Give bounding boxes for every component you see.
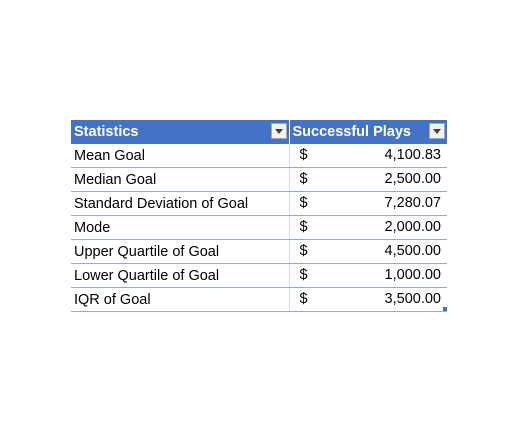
table-row: Mean Goal $ 4,100.83 bbox=[71, 144, 447, 168]
table-row: IQR of Goal $ 3,500.00 bbox=[71, 287, 447, 312]
header-successful-plays-label: Successful Plays bbox=[292, 124, 412, 140]
row-value-cell[interactable]: $ 4,100.83 bbox=[289, 144, 447, 168]
header-statistics-label: Statistics bbox=[74, 124, 139, 140]
amount-value: 7,280.07 bbox=[384, 195, 441, 211]
row-label-cell[interactable]: Mode bbox=[71, 215, 290, 240]
amount-value: 4,100.83 bbox=[384, 147, 441, 163]
currency-symbol: $ bbox=[299, 195, 308, 211]
currency-symbol: $ bbox=[299, 267, 308, 283]
amount-value: 1,000.00 bbox=[384, 267, 441, 283]
amount-value: 4,500.00 bbox=[384, 243, 441, 259]
header-successful-plays: Successful Plays bbox=[289, 120, 447, 144]
statistics-table: Statistics Successful Plays Mean Goal $ bbox=[71, 120, 447, 312]
row-value-cell[interactable]: $ 1,000.00 bbox=[289, 263, 447, 288]
currency-symbol: $ bbox=[299, 219, 308, 235]
row-value-cell[interactable]: $ 7,280.07 bbox=[289, 191, 447, 216]
table-row: Lower Quartile of Goal $ 1,000.00 bbox=[71, 263, 447, 288]
row-label-cell[interactable]: Mean Goal bbox=[71, 144, 290, 168]
row-label-cell[interactable]: Standard Deviation of Goal bbox=[71, 191, 290, 216]
header-row: Statistics Successful Plays bbox=[71, 120, 447, 144]
amount-value: 3,500.00 bbox=[384, 291, 441, 307]
row-label-cell[interactable]: IQR of Goal bbox=[71, 287, 290, 312]
table-row: Mode $ 2,000.00 bbox=[71, 215, 447, 240]
row-value-cell[interactable]: $ 2,000.00 bbox=[289, 215, 447, 240]
currency-symbol: $ bbox=[299, 171, 308, 187]
dropdown-arrow-icon bbox=[433, 128, 441, 134]
currency-symbol: $ bbox=[299, 147, 308, 163]
row-value-cell[interactable]: $ 3,500.00 bbox=[289, 287, 447, 312]
header-statistics: Statistics bbox=[71, 120, 290, 144]
table-resize-handle[interactable] bbox=[443, 307, 447, 311]
filter-dropdown-statistics[interactable] bbox=[270, 123, 287, 139]
table-row: Median Goal $ 2,500.00 bbox=[71, 167, 447, 192]
currency-symbol: $ bbox=[299, 291, 308, 307]
row-label-cell[interactable]: Median Goal bbox=[71, 167, 290, 192]
row-value-cell[interactable]: $ 4,500.00 bbox=[289, 239, 447, 264]
statistics-table-container: Statistics Successful Plays Mean Goal $ bbox=[71, 120, 447, 312]
amount-value: 2,500.00 bbox=[384, 171, 441, 187]
row-label-cell[interactable]: Upper Quartile of Goal bbox=[71, 239, 290, 264]
amount-value: 2,000.00 bbox=[384, 219, 441, 235]
table-row: Standard Deviation of Goal $ 7,280.07 bbox=[71, 191, 447, 216]
row-value-cell[interactable]: $ 2,500.00 bbox=[289, 167, 447, 192]
dropdown-arrow-icon bbox=[274, 128, 283, 134]
currency-symbol: $ bbox=[299, 243, 308, 259]
filter-dropdown-successful-plays[interactable] bbox=[429, 123, 445, 139]
table-row: Upper Quartile of Goal $ 4,500.00 bbox=[71, 239, 447, 264]
row-label-cell[interactable]: Lower Quartile of Goal bbox=[71, 263, 290, 288]
